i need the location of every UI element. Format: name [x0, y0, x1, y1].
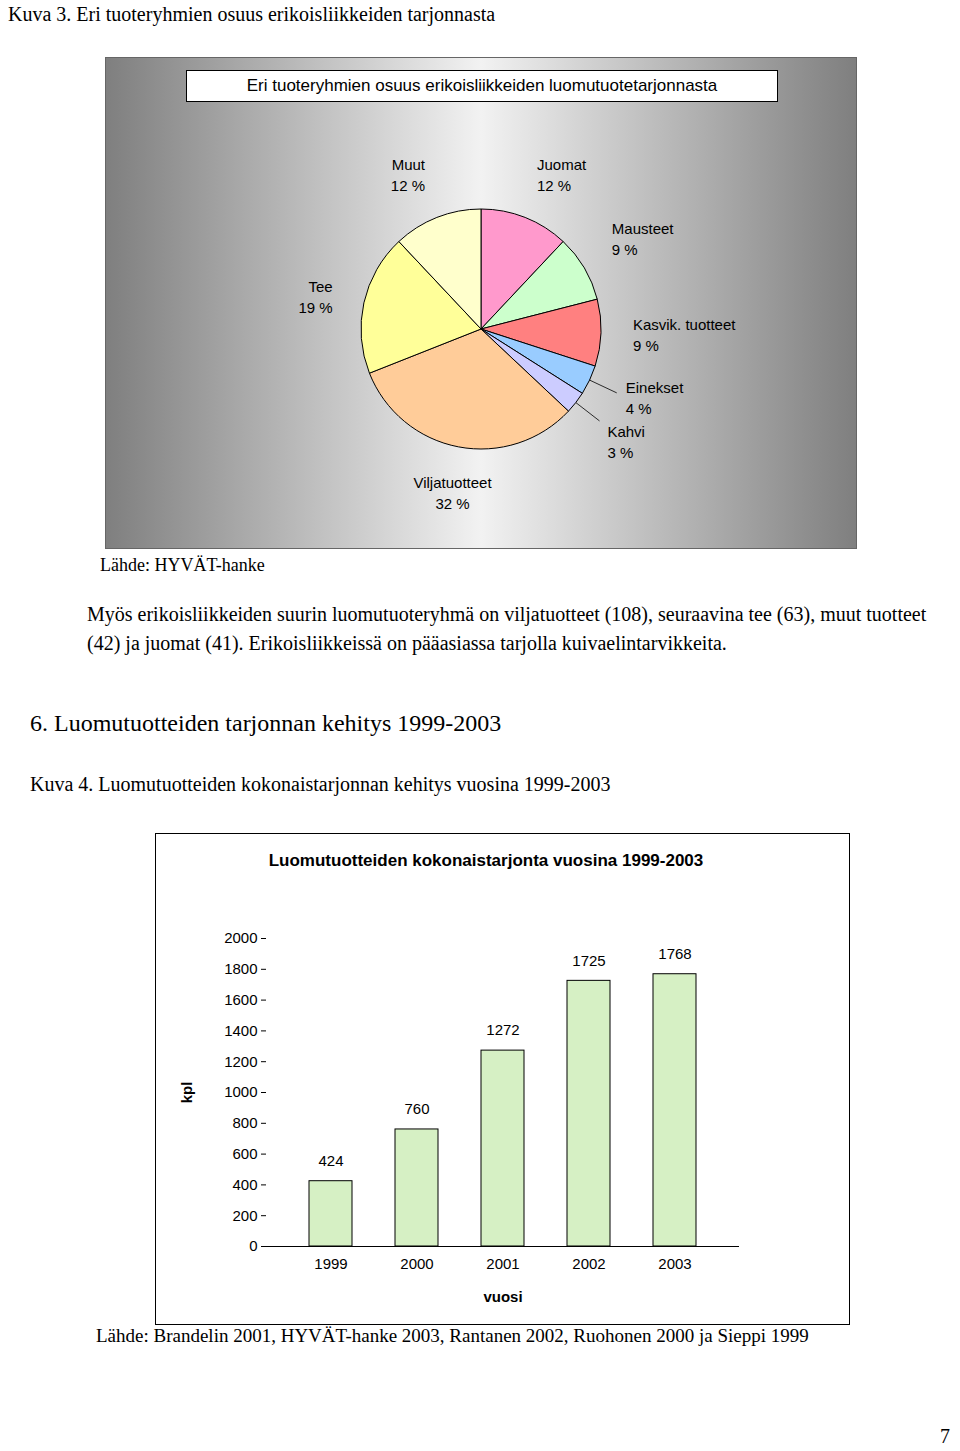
svg-text:1800: 1800 — [224, 960, 257, 977]
svg-text:Kahvi3 %: Kahvi3 % — [607, 423, 645, 461]
svg-text:vuosi: vuosi — [483, 1288, 522, 1305]
svg-text:400: 400 — [232, 1176, 257, 1193]
svg-text:Einekset4 %: Einekset4 % — [626, 379, 684, 417]
svg-text:2000: 2000 — [224, 929, 257, 946]
svg-text:1999: 1999 — [314, 1255, 347, 1272]
html-text:Kuva 3. Eri tuoteryhmien osuus: Kuva 3. Eri tuoteryhmien osuus erikoisli… — [8, 3, 496, 25]
svg-text:2000: 2000 — [400, 1255, 433, 1272]
html-text:Lähde: Brandelin 2001, HYVÄT-h: Lähde: Brandelin 2001, HYVÄT-hanke 2003,… — [96, 1325, 809, 1346]
svg-text:200: 200 — [232, 1207, 257, 1224]
svg-text:Tee19 %: Tee19 % — [298, 278, 332, 316]
html-text:Myös erikoisliikkeiden suurin: Myös erikoisliikkeiden suurin luomutuote… — [87, 603, 927, 654]
html-text:7: 7 — [940, 1425, 950, 1447]
html-text:6. Luomutuotteiden tarjonnan k: 6. Luomutuotteiden tarjonnan kehitys 199… — [30, 710, 502, 736]
svg-text:2002: 2002 — [572, 1255, 605, 1272]
svg-text:Kasvik. tuotteet9 %: Kasvik. tuotteet9 % — [633, 316, 736, 354]
html-text:Eri tuoteryhmien osuus erikois: Eri tuoteryhmien osuus erikoisliikkeiden… — [246, 76, 718, 95]
svg-text:Muut12 %: Muut12 % — [391, 156, 426, 194]
svg-text:1600: 1600 — [224, 991, 257, 1008]
svg-text:2001: 2001 — [486, 1255, 519, 1272]
html-text:Luomutuotteiden kokonaistarjon: Luomutuotteiden kokonaistarjonta vuosina… — [268, 851, 704, 870]
svg-text:Mausteet9 %: Mausteet9 % — [612, 220, 675, 258]
svg-text:760: 760 — [404, 1100, 429, 1117]
svg-text:2003: 2003 — [658, 1255, 691, 1272]
svg-text:Viljatuotteet32 %: Viljatuotteet32 % — [413, 474, 492, 512]
svg-text:Juomat12 %: Juomat12 % — [537, 156, 587, 194]
svg-text:1768: 1768 — [658, 945, 691, 962]
svg-text:424: 424 — [318, 1152, 343, 1169]
html-text:Lähde: HYVÄT-hanke: Lähde: HYVÄT-hanke — [100, 555, 265, 575]
svg-text:0: 0 — [249, 1237, 257, 1254]
svg-text:1000: 1000 — [224, 1083, 257, 1100]
svg-text:1400: 1400 — [224, 1022, 257, 1039]
svg-text:kpl: kpl — [178, 1082, 195, 1104]
svg-text:800: 800 — [232, 1114, 257, 1131]
html-text:Kuva 4. Luomutuotteiden kokona: Kuva 4. Luomutuotteiden kokonaistarjonna… — [30, 773, 611, 795]
svg-text:600: 600 — [232, 1145, 257, 1162]
svg-text:1725: 1725 — [572, 952, 605, 969]
svg-text:1200: 1200 — [224, 1053, 257, 1070]
svg-text:1272: 1272 — [486, 1021, 519, 1038]
